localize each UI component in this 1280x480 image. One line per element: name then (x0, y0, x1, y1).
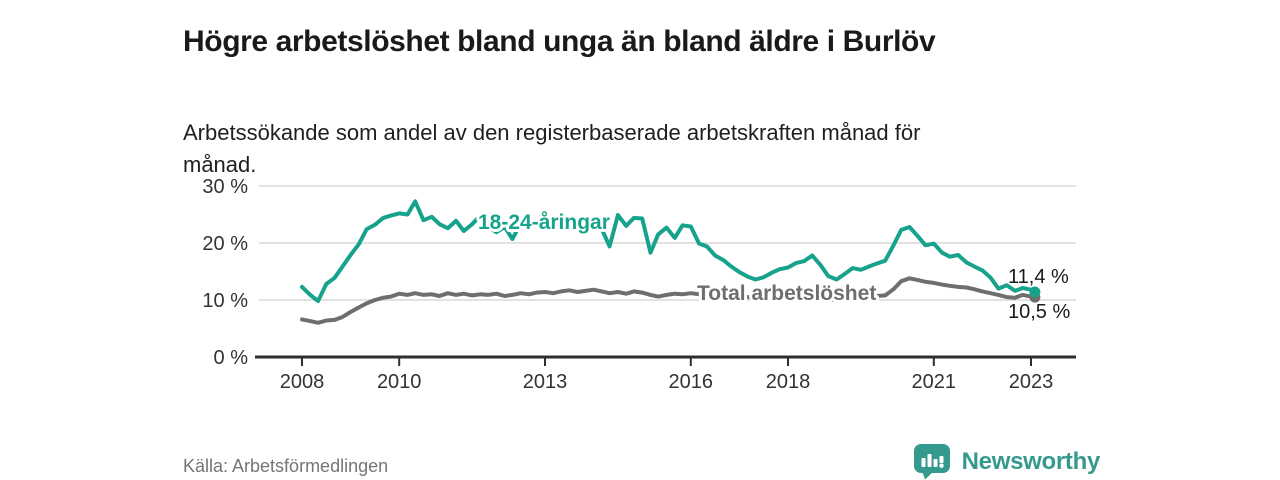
y-axis-tick-label: 20 % (202, 233, 248, 255)
series-line-youth (300, 199, 1037, 304)
x-axis-tick-label: 2021 (912, 371, 957, 393)
series-end-value-label: 10,5 % (1008, 301, 1070, 323)
series-inline-label: 18-24-åringar (478, 211, 610, 234)
x-axis-tick-label: 2018 (766, 371, 811, 393)
y-axis-tick-label: 10 % (202, 290, 248, 312)
x-axis-tick-label: 2016 (669, 371, 714, 393)
x-axis-tick-label: 2013 (523, 371, 568, 393)
x-axis-tick-label: 2008 (280, 371, 325, 393)
y-axis-tick-label: 0 % (214, 347, 249, 369)
newsworthy-wordmark: Newsworthy (961, 447, 1101, 475)
source-note: Källa: Arbetsförmedlingen (183, 456, 389, 476)
y-axis-tick-label: 30 % (202, 176, 248, 198)
series-end-dot-youth (1029, 286, 1041, 298)
page-title: Högre arbetslöshet bland unga än bland ä… (183, 25, 936, 59)
series-end-value-label: 11,4 % (1008, 266, 1069, 288)
x-axis-tick-label: 2023 (1009, 371, 1054, 393)
series-line-total (300, 276, 1037, 325)
newsworthy-logo: Newsworthy (913, 443, 1100, 480)
series-inline-label: Total arbetslöshet (697, 282, 876, 305)
chart-subtitle: Arbetssökande som andel av den registerb… (183, 120, 921, 177)
newsworthy-speech-bubble-bar-chart-icon (913, 444, 950, 480)
x-axis-tick-label: 2010 (377, 371, 422, 393)
